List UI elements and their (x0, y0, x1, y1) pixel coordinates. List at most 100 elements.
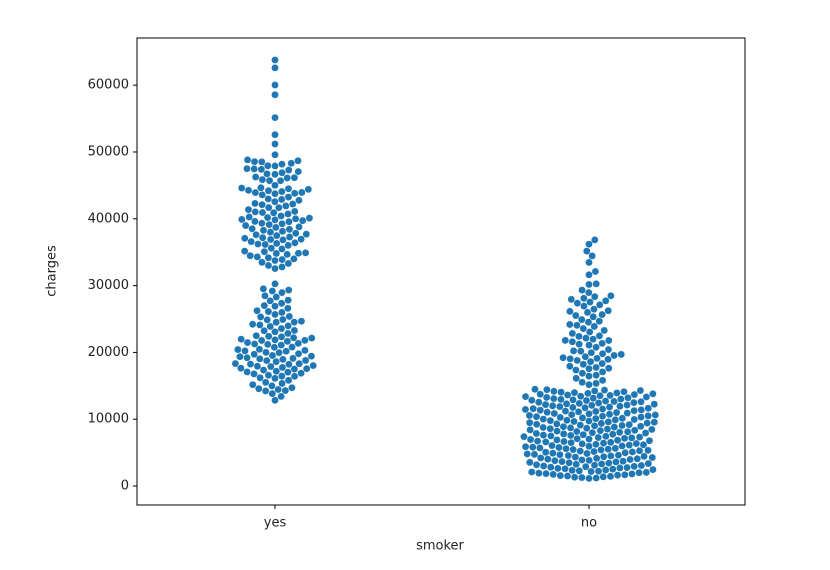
swarm-point (556, 402, 564, 411)
swarm-point (302, 230, 311, 238)
swarm-point (243, 353, 251, 362)
swarm-point (278, 308, 286, 317)
swarm-point (549, 449, 557, 457)
swarm-point (630, 426, 639, 435)
swarm-point (528, 396, 536, 405)
swarm-point (298, 216, 307, 225)
swarm-point (256, 373, 264, 382)
swarm-point (262, 356, 271, 365)
swarm-point (572, 427, 581, 436)
swarm-point (623, 409, 632, 417)
swarm-point (598, 359, 606, 368)
y-axis-label: charges (45, 245, 60, 297)
swarm-point (618, 421, 626, 430)
swarm-point (276, 176, 285, 185)
swarm-point (642, 393, 651, 401)
swarm-point (259, 226, 268, 235)
swarm-point (619, 457, 627, 465)
swarm-point (607, 292, 615, 300)
swarm-point (266, 235, 275, 244)
swarm-point (566, 424, 575, 432)
swarm-point (261, 240, 269, 249)
swarm-point (262, 348, 270, 357)
swarm-point (561, 336, 570, 345)
swarm-point (585, 328, 594, 336)
swarm-point (277, 392, 285, 401)
swarm-point (550, 409, 559, 418)
swarm-point (521, 442, 530, 451)
axes-frame (136, 37, 746, 506)
swarm-point (542, 393, 551, 402)
swarm-point (577, 315, 586, 324)
swarm-point (592, 280, 600, 288)
swarm-point (583, 449, 591, 458)
swarm-point (237, 184, 246, 192)
swarm-point (597, 460, 606, 468)
swarm-point (288, 383, 296, 392)
swarm-point (599, 473, 608, 481)
swarm-point (628, 470, 636, 478)
swarm-point (250, 165, 258, 173)
swarm-point (258, 219, 266, 228)
swarm-point (271, 374, 279, 383)
swarm-point (257, 165, 266, 174)
swarm-point (644, 459, 653, 468)
swarm-point (648, 453, 657, 462)
swarm-point (264, 203, 273, 212)
swarm-point (588, 428, 597, 437)
swarm-point (254, 384, 263, 393)
swarm-point (295, 223, 303, 231)
swarm-point (251, 208, 260, 216)
swarm-point (578, 456, 586, 464)
swarm-point (572, 374, 580, 383)
swarm-point (554, 464, 562, 473)
swarm-point (271, 280, 279, 288)
y-tick-label: 60000 (88, 78, 129, 93)
swarm-point (271, 310, 279, 319)
swarm-point (529, 404, 538, 413)
swarm-point (533, 437, 542, 445)
swarm-point (254, 240, 262, 248)
swarm-point (635, 446, 644, 455)
swarm-point (637, 397, 645, 406)
swarm-point (251, 217, 259, 226)
swarm-point (298, 188, 306, 197)
swarm-point (563, 391, 572, 399)
swarm-point (549, 470, 558, 479)
swarm-point (585, 280, 593, 289)
swarm-point (523, 450, 532, 458)
swarm-point (245, 213, 253, 221)
swarm-point (585, 258, 593, 267)
swarm-point (259, 366, 268, 374)
swarm-point (243, 338, 252, 347)
swarm-point (588, 252, 596, 260)
swarm-point (620, 434, 629, 443)
swarm-point (561, 464, 569, 473)
swarm-point (573, 321, 581, 330)
swarm-point (279, 236, 287, 244)
swarm-point (576, 447, 585, 455)
swarm-point (560, 437, 568, 446)
swarm-point (601, 397, 610, 405)
swarm-point (258, 208, 267, 217)
swarm-point (277, 341, 286, 349)
swarm-point (604, 445, 612, 453)
swarm-point (571, 453, 580, 461)
swarm-point (604, 345, 613, 354)
swarm-point (256, 313, 265, 321)
swarm-point (567, 410, 576, 419)
swarm-point (546, 416, 555, 425)
swarm-point (281, 386, 290, 395)
swarm-point (274, 385, 283, 394)
swarm-point (549, 394, 558, 403)
swarm-point (271, 81, 279, 89)
swarm-point (575, 340, 583, 348)
swarm-point (604, 355, 612, 364)
swarm-point (598, 405, 607, 413)
swarm-point (585, 372, 593, 380)
swarm-point (586, 357, 595, 366)
swarm-point (284, 210, 292, 218)
swarm-point (557, 395, 565, 404)
swarm-point (590, 292, 599, 301)
swarm-point (297, 369, 305, 378)
